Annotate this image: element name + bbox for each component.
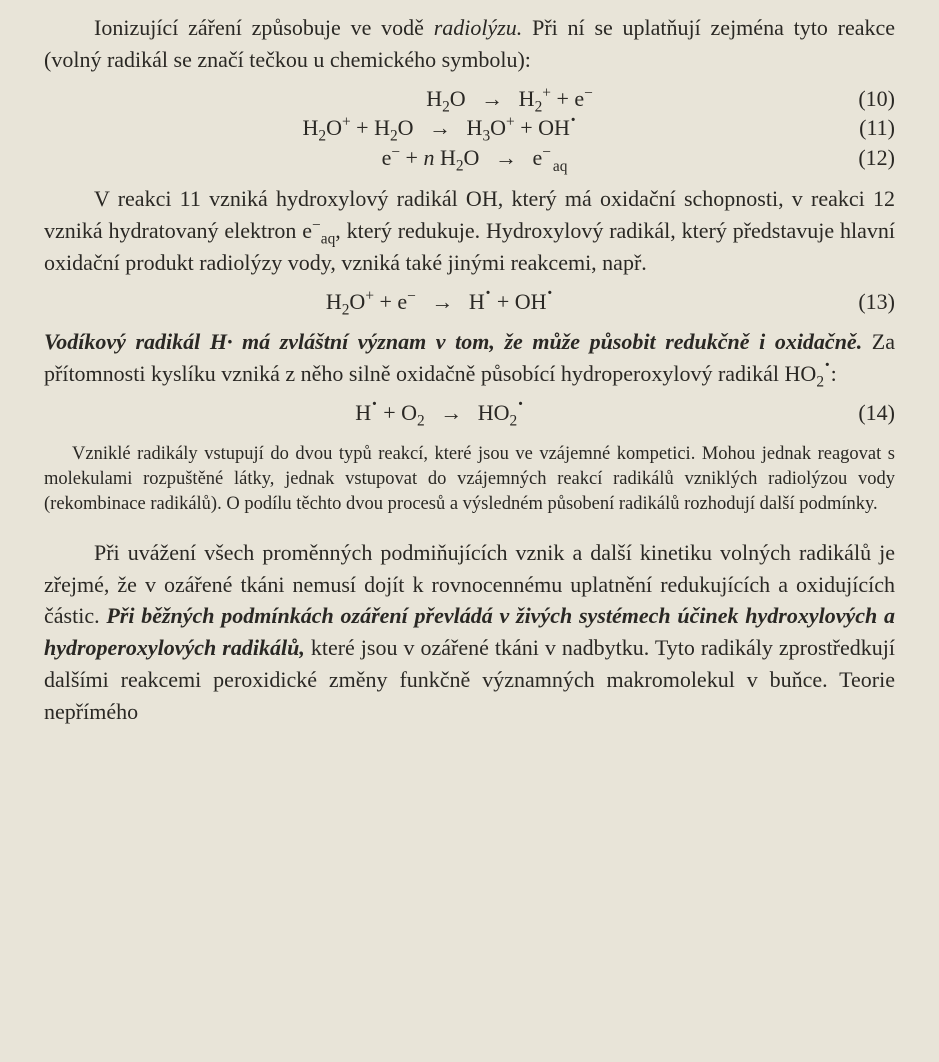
- text-italic: radiolýzu.: [434, 15, 523, 40]
- equation-formula: H2O → H2+ + e−: [44, 84, 835, 114]
- sym: + O: [378, 400, 417, 425]
- small-paragraph: Vzniklé radikály vstupují do dvou typů r…: [44, 442, 895, 517]
- sym: H: [531, 289, 547, 314]
- sup: −: [407, 287, 416, 304]
- equation-number: (12): [835, 143, 895, 173]
- sym: HO: [478, 400, 510, 425]
- equation-number: (11): [835, 113, 895, 143]
- sub: aq: [553, 158, 568, 175]
- sup: +: [365, 287, 374, 304]
- sym-italic: n: [423, 145, 434, 170]
- sym: + H: [351, 115, 390, 140]
- sym: O: [398, 115, 414, 140]
- equation-formula: H2O+ + e− → H· + OH·: [44, 287, 835, 317]
- text: Vzniklé radikály vstupují do dvou typů r…: [44, 444, 895, 514]
- sup: −: [312, 216, 321, 233]
- equation-10: H2O → H2+ + e− (10): [44, 84, 895, 114]
- equation-block-1: H2O → H2+ + e− (10) H2O+ + H2O → H3O+ + …: [44, 84, 895, 173]
- equation-12: e− + n H2O → e−aq (12): [44, 143, 895, 173]
- sup: +: [506, 114, 515, 131]
- equation-number: (10): [835, 84, 895, 114]
- sub: aq: [321, 230, 336, 247]
- arrow-icon: →: [481, 84, 503, 114]
- sym: + O: [515, 115, 554, 140]
- sym: H: [326, 289, 342, 314]
- sym: + e: [551, 86, 584, 111]
- equation-14: H· + O2 → HO2· (14): [44, 398, 895, 428]
- equation-number: (13): [835, 287, 895, 317]
- paragraph-1: Ionizující záření způsobuje ve vodě radi…: [44, 12, 895, 76]
- sym: + e: [374, 289, 407, 314]
- sym: O: [450, 86, 466, 111]
- radical-dot-icon: ·: [517, 393, 524, 415]
- equation-13: H2O+ + e− → H· + OH· (13): [44, 287, 895, 317]
- sym: O: [349, 289, 365, 314]
- radical-dot-icon: ·: [485, 282, 492, 304]
- sym: H: [355, 400, 371, 425]
- text: :: [831, 361, 837, 386]
- radical-dot-icon: ·: [371, 393, 378, 415]
- arrow-icon: →: [440, 398, 462, 428]
- sym: H: [467, 115, 483, 140]
- arrow-icon: →: [429, 113, 451, 143]
- equation-formula: e− + n H2O → e−aq: [44, 143, 835, 173]
- equation-11: H2O+ + H2O → H3O+ + OH· (11): [44, 113, 895, 143]
- sup: +: [342, 114, 351, 131]
- sym: H: [434, 145, 455, 170]
- equation-block-2: H2O+ + e− → H· + OH· (13): [44, 287, 895, 317]
- paragraph-2: V reakci 11 vzniká hydroxylový radikál O…: [44, 183, 895, 279]
- radical-dot-icon: ·: [824, 354, 831, 376]
- sup: +: [542, 84, 551, 101]
- equation-number: (14): [835, 398, 895, 428]
- sup: −: [542, 144, 551, 161]
- sym: H: [519, 86, 535, 111]
- equation-formula: H2O+ + H2O → H3O+ + OH·: [44, 113, 835, 143]
- paragraph-3: Vodíkový radikál H· má zvláštní význam v…: [44, 326, 895, 390]
- sym: H: [554, 115, 570, 140]
- sym: +: [400, 145, 423, 170]
- arrow-icon: →: [431, 287, 453, 317]
- sup: −: [391, 144, 400, 161]
- equation-block-3: H· + O2 → HO2· (14): [44, 398, 895, 428]
- text: Ionizující záření způsobuje ve vodě: [94, 15, 434, 40]
- sym: e: [532, 145, 542, 170]
- radical-dot-icon: ·: [570, 109, 577, 131]
- sub: 2: [417, 412, 425, 429]
- sym: O: [490, 115, 506, 140]
- sym: e: [382, 145, 392, 170]
- equation-formula: H· + O2 → HO2·: [44, 398, 835, 428]
- sym: + O: [491, 289, 530, 314]
- sym: O: [326, 115, 342, 140]
- radical-dot-icon: ·: [547, 282, 554, 304]
- sym: H: [426, 86, 442, 111]
- paragraph-4: Při uvážení všech proměnných podmiňující…: [44, 537, 895, 728]
- sym: H: [302, 115, 318, 140]
- sub: 2: [816, 374, 824, 391]
- sup: −: [584, 84, 593, 101]
- arrow-icon: →: [495, 143, 517, 173]
- text-italic: Vodíkový radikál H· má zvláštní význam v…: [44, 329, 862, 354]
- sym: O: [464, 145, 480, 170]
- sym: H: [469, 289, 485, 314]
- sub: 2: [456, 158, 464, 175]
